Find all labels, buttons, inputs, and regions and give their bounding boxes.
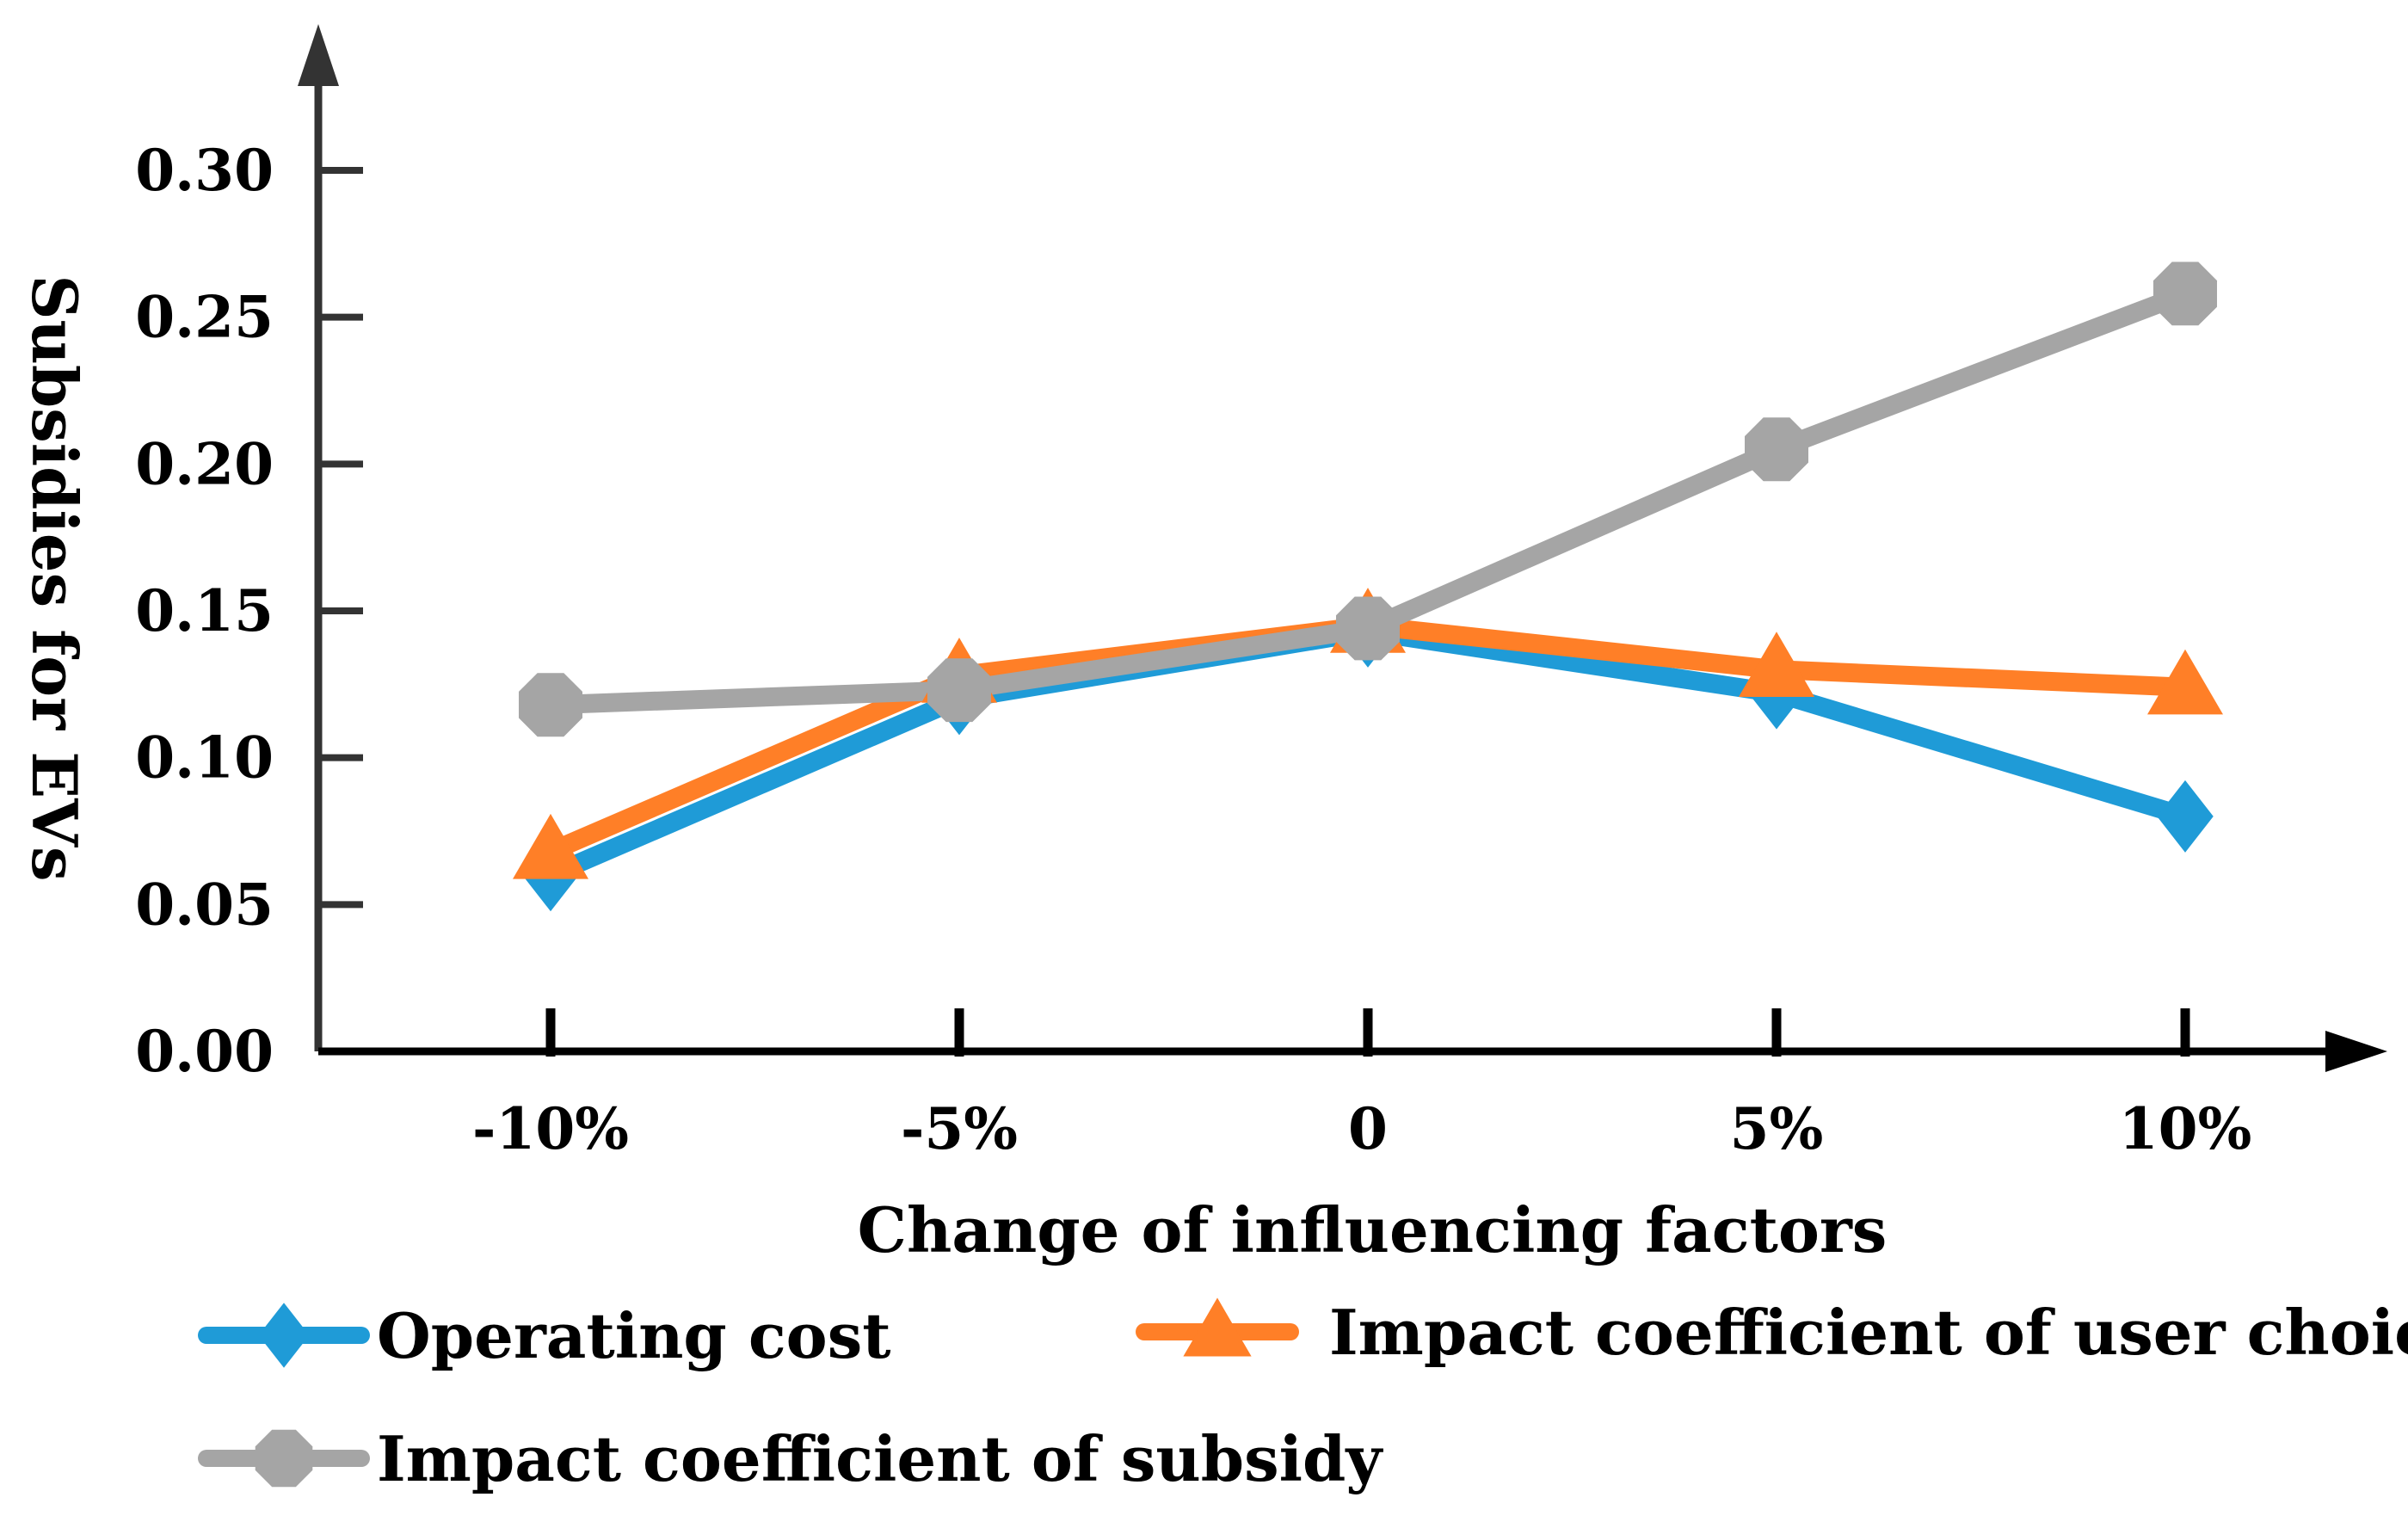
markers-layer: [513, 262, 2223, 912]
y-tick-label: 0.15: [135, 577, 274, 644]
legend-marker-1: [258, 1303, 310, 1368]
y-tick-label: 0.30: [135, 137, 274, 204]
series-2-point: [513, 813, 588, 879]
x-tick-label: -5%: [901, 1095, 1018, 1162]
x-tick-label: 0: [1348, 1095, 1388, 1162]
y-axis-title: Subsidies for EVs: [18, 275, 91, 882]
legend-label-3: Impact coefficient of subsidy: [377, 1422, 1383, 1495]
x-axis-title: Change of influencing factors: [858, 1193, 1888, 1266]
x-axis-arrow: [2325, 1031, 2387, 1072]
y-tick-label: 0.25: [135, 284, 274, 351]
legend: Operating cost Impact coefficient of user…: [198, 1296, 2408, 1495]
axes: [298, 24, 2387, 1072]
legend-marker-3: [255, 1429, 313, 1488]
legend-label-2: Impact coefficient of user choice: [1329, 1296, 2408, 1369]
series-1-point: [2157, 779, 2214, 853]
y-tick-label: 0.05: [135, 871, 274, 938]
series-layer: [541, 284, 2195, 885]
series-3-point: [2153, 262, 2217, 326]
x-tick-label: 10%: [2119, 1095, 2252, 1162]
tick-labels: 0.00 0.05 0.10 0.15 0.20 0.25 0.30 -10% -5% 0 5% 10…: [135, 137, 2251, 1162]
series-3-point: [1745, 417, 1808, 482]
y-axis-arrow: [298, 24, 339, 86]
series-3-point: [519, 673, 582, 737]
y-tick-label: 0.00: [135, 1018, 274, 1085]
series-3-point: [1336, 596, 1400, 661]
x-tick-label: -10%: [472, 1095, 629, 1162]
series-2-point: [1739, 632, 1814, 697]
y-tick-label: 0.10: [135, 724, 274, 792]
series-3-point: [927, 658, 991, 723]
y-tick-label: 0.20: [135, 430, 274, 497]
x-tick-label: 5%: [1730, 1095, 1824, 1162]
legend-label-1: Operating cost: [377, 1299, 890, 1372]
series-2-point: [2147, 649, 2223, 715]
legend-marker-2: [1183, 1297, 1252, 1357]
